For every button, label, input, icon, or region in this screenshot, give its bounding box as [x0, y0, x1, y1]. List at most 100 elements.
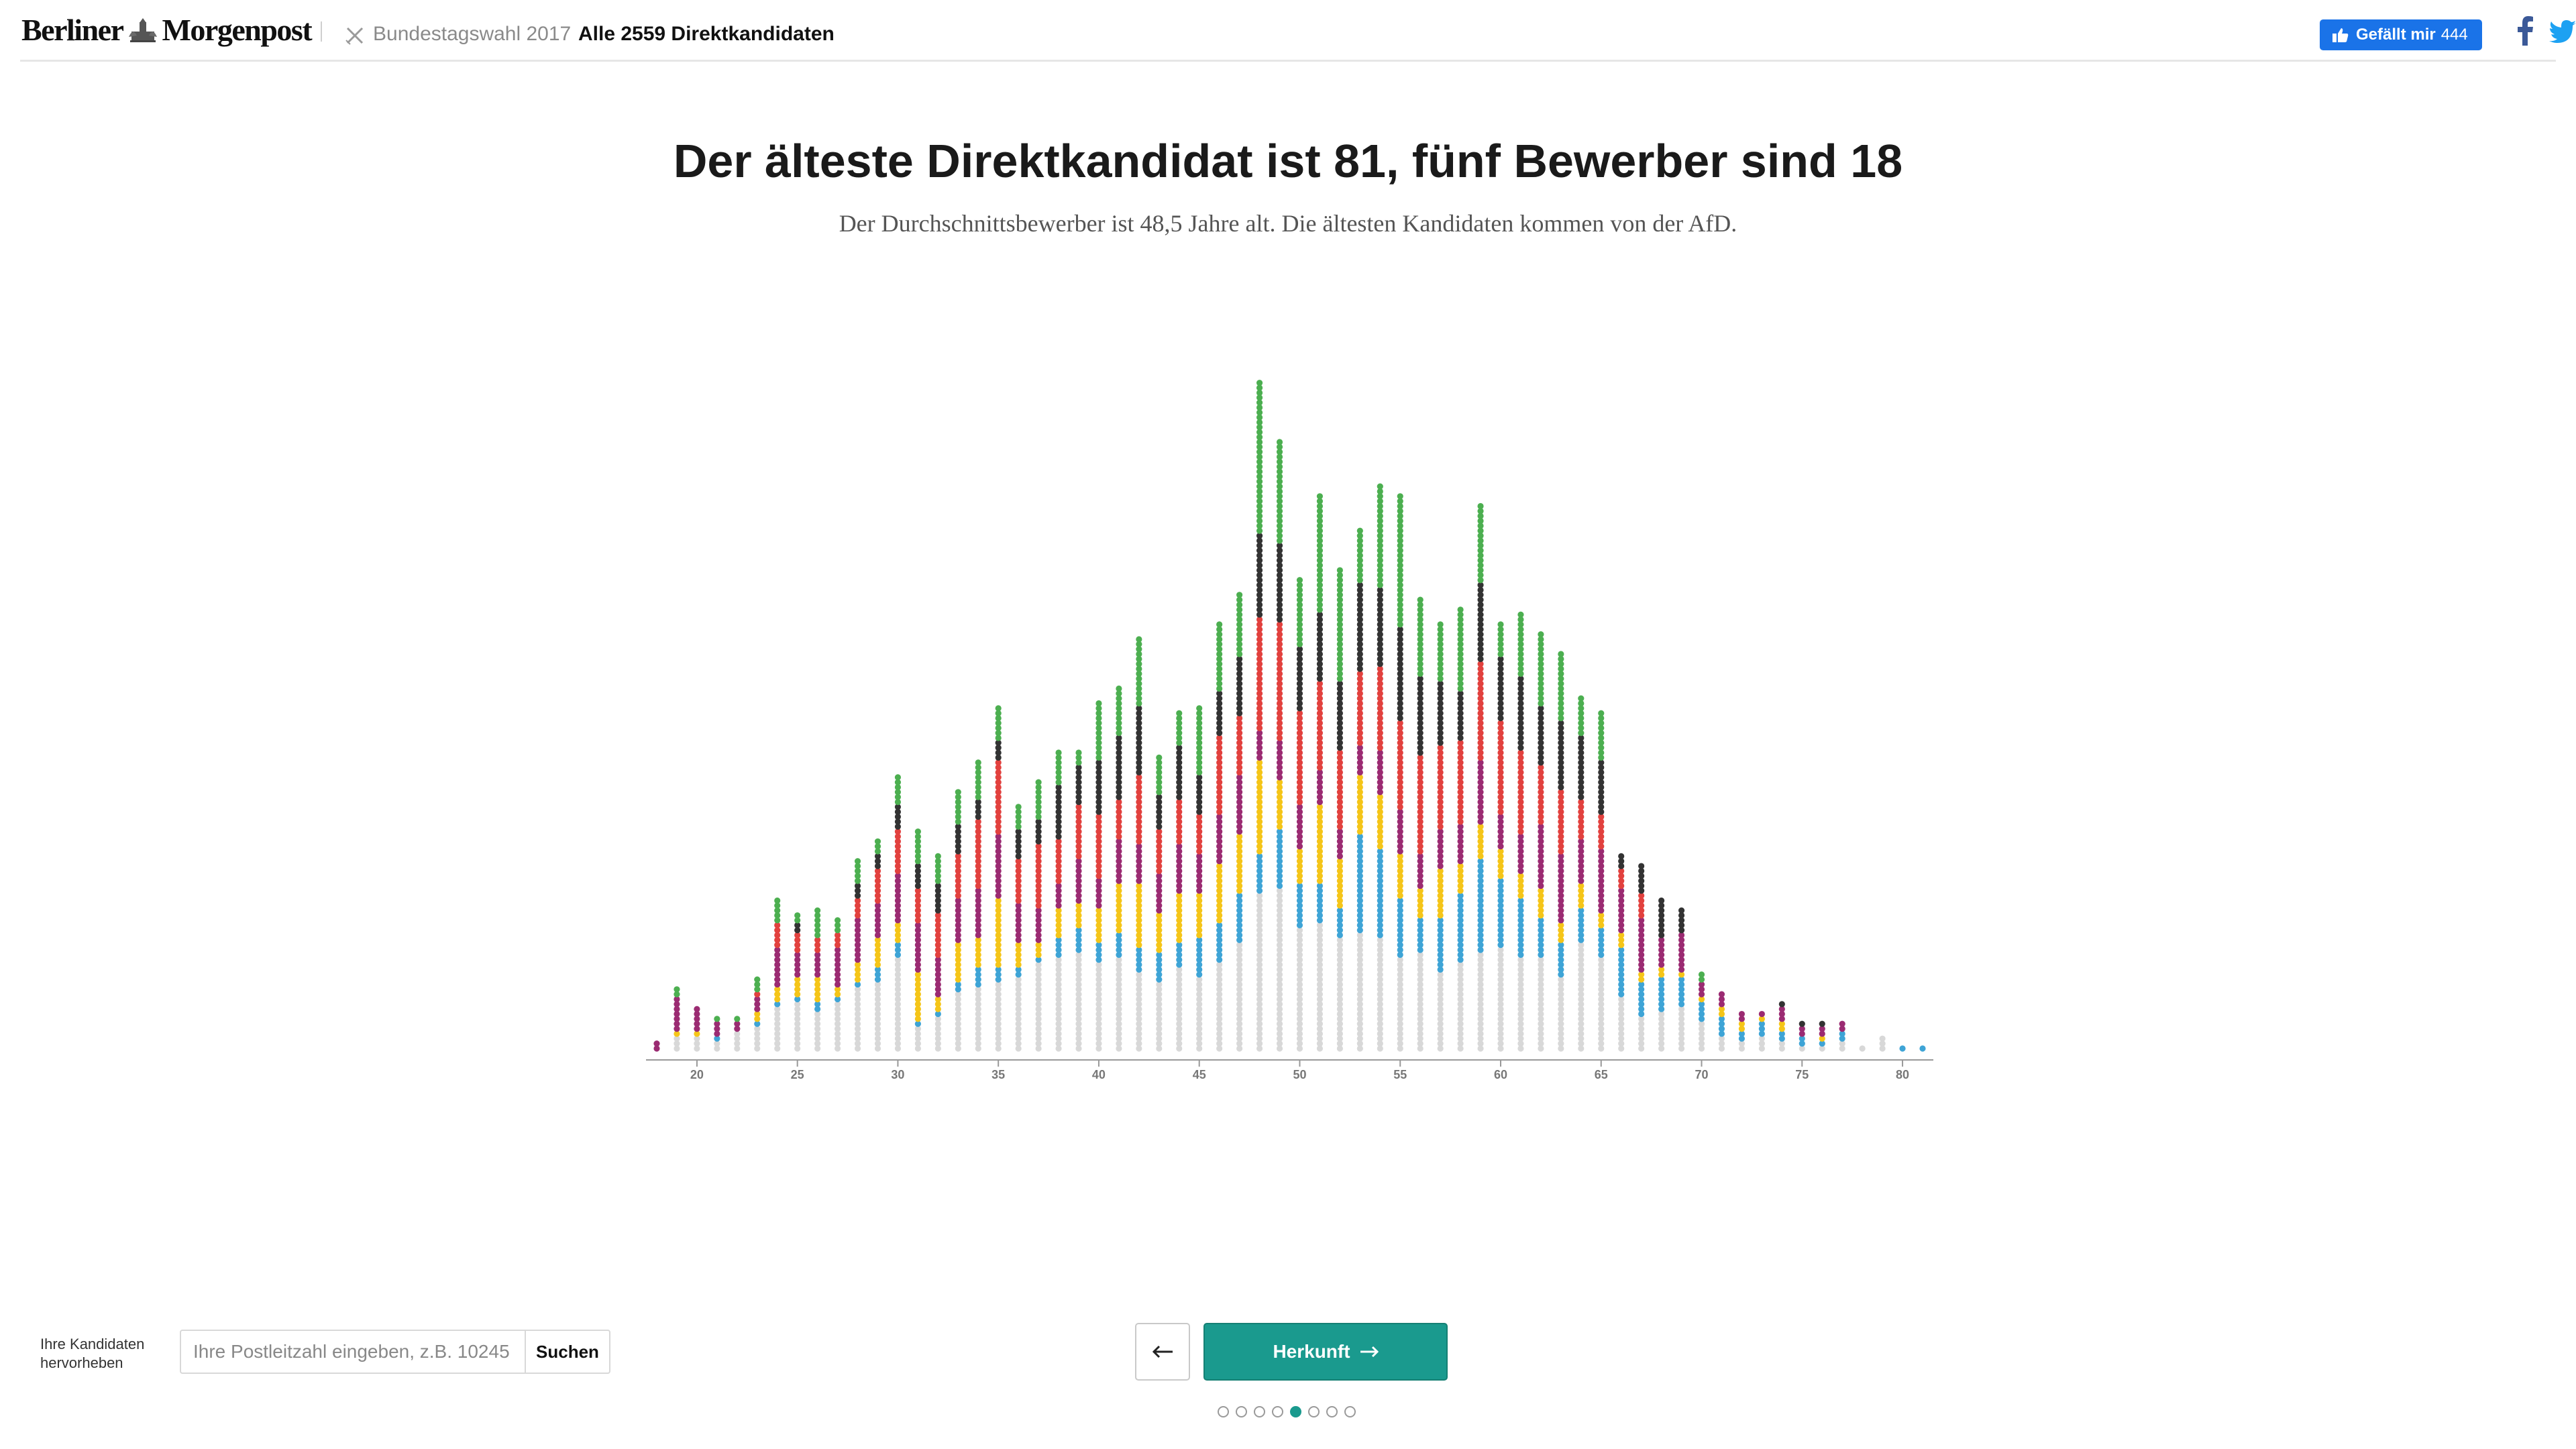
- candidate-dot-cdu[interactable]: [1477, 601, 1484, 608]
- candidate-dot-cdu[interactable]: [934, 882, 941, 890]
- candidate-dot-other[interactable]: [975, 1010, 981, 1018]
- candidate-dot-spd[interactable]: [1517, 808, 1524, 815]
- candidate-dot-afd[interactable]: [1417, 927, 1424, 934]
- candidate-dot-cdu[interactable]: [1578, 779, 1585, 786]
- candidate-dot-other[interactable]: [1216, 1016, 1223, 1022]
- candidate-dot-other[interactable]: [1417, 961, 1424, 968]
- candidate-dot-spd[interactable]: [1136, 818, 1142, 825]
- candidate-dot-linke[interactable]: [1116, 877, 1122, 884]
- candidate-dot-cdu[interactable]: [1296, 705, 1303, 712]
- candidate-dot-linke[interactable]: [1176, 843, 1183, 850]
- candidate-dot-cdu[interactable]: [1276, 557, 1283, 564]
- candidate-dot-cdu[interactable]: [1336, 705, 1343, 712]
- candidate-dot-other[interactable]: [1417, 971, 1424, 978]
- candidate-dot-gruene[interactable]: [914, 838, 921, 845]
- candidate-dot-linke[interactable]: [1598, 888, 1605, 894]
- candidate-dot-gruene[interactable]: [854, 877, 861, 884]
- candidate-dot-fdp[interactable]: [1256, 779, 1263, 786]
- candidate-dot-linke[interactable]: [1015, 927, 1022, 934]
- candidate-dot-cdu[interactable]: [1075, 794, 1082, 800]
- candidate-dot-cdu[interactable]: [1336, 735, 1343, 741]
- candidate-dot-other[interactable]: [794, 1006, 801, 1012]
- candidate-dot-cdu[interactable]: [1296, 680, 1303, 687]
- candidate-dot-cdu[interactable]: [1136, 730, 1142, 737]
- candidate-dot-fdp[interactable]: [1176, 932, 1183, 938]
- candidate-dot-spd[interactable]: [1256, 636, 1263, 643]
- candidate-dot-fdp[interactable]: [1216, 888, 1223, 894]
- candidate-dot-other[interactable]: [1397, 1020, 1403, 1027]
- candidate-dot-spd[interactable]: [894, 853, 902, 859]
- candidate-dot-other[interactable]: [1377, 966, 1383, 973]
- candidate-dot-spd[interactable]: [1497, 789, 1504, 796]
- candidate-dot-other[interactable]: [1578, 957, 1585, 963]
- candidate-dot-other[interactable]: [1538, 1040, 1544, 1047]
- candidate-dot-cdu[interactable]: [1578, 789, 1585, 796]
- candidate-dot-afd[interactable]: [1578, 912, 1585, 919]
- candidate-dot-other[interactable]: [814, 1035, 821, 1042]
- candidate-dot-cdu[interactable]: [1216, 720, 1223, 727]
- candidate-dot-afd[interactable]: [1658, 996, 1665, 1003]
- candidate-dot-linke[interactable]: [854, 936, 861, 943]
- candidate-dot-fdp[interactable]: [1136, 882, 1142, 890]
- candidate-dot-linke[interactable]: [1517, 867, 1524, 874]
- candidate-dot-spd[interactable]: [1356, 705, 1363, 712]
- candidate-dot-afd[interactable]: [1598, 942, 1605, 949]
- candidate-dot-afd[interactable]: [714, 1035, 720, 1042]
- candidate-dot-other[interactable]: [894, 1020, 902, 1027]
- candidate-dot-other[interactable]: [1116, 1001, 1122, 1008]
- candidate-dot-gruene[interactable]: [1437, 631, 1444, 638]
- candidate-dot-spd[interactable]: [1437, 823, 1444, 830]
- candidate-dot-gruene[interactable]: [914, 858, 921, 865]
- candidate-dot-gruene[interactable]: [1316, 562, 1324, 569]
- candidate-dot-gruene[interactable]: [1015, 804, 1022, 810]
- candidate-dot-cdu[interactable]: [1497, 685, 1504, 692]
- candidate-dot-linke[interactable]: [794, 957, 801, 963]
- candidate-dot-spd[interactable]: [1136, 823, 1142, 830]
- candidate-dot-cdu[interactable]: [1116, 739, 1122, 746]
- candidate-dot-gruene[interactable]: [834, 922, 841, 928]
- candidate-dot-linke[interactable]: [694, 1020, 700, 1027]
- candidate-dot-afd[interactable]: [1377, 853, 1383, 859]
- candidate-dot-linke[interactable]: [1236, 779, 1243, 786]
- candidate-dot-gruene[interactable]: [1477, 513, 1484, 519]
- candidate-dot-gruene[interactable]: [1196, 730, 1203, 737]
- candidate-dot-other[interactable]: [995, 1001, 1002, 1008]
- candidate-dot-other[interactable]: [854, 1026, 861, 1032]
- candidate-dot-gruene[interactable]: [1256, 404, 1263, 411]
- candidate-dot-linke[interactable]: [1176, 888, 1183, 894]
- candidate-dot-other[interactable]: [1517, 966, 1524, 973]
- candidate-dot-afd[interactable]: [1598, 951, 1605, 958]
- candidate-dot-spd[interactable]: [1377, 680, 1383, 687]
- candidate-dot-spd[interactable]: [1538, 818, 1544, 825]
- candidate-dot-spd[interactable]: [1196, 833, 1203, 840]
- candidate-dot-gruene[interactable]: [1356, 557, 1363, 564]
- candidate-dot-gruene[interactable]: [1598, 739, 1605, 746]
- candidate-dot-afd[interactable]: [1437, 961, 1444, 968]
- candidate-dot-other[interactable]: [975, 986, 981, 993]
- candidate-dot-spd[interactable]: [1316, 730, 1324, 737]
- candidate-dot-other[interactable]: [1477, 1040, 1484, 1047]
- candidate-dot-afd[interactable]: [1256, 858, 1263, 865]
- candidate-dot-afd[interactable]: [1136, 961, 1142, 968]
- candidate-dot-spd[interactable]: [1477, 670, 1484, 678]
- candidate-dot-linke[interactable]: [1638, 961, 1645, 968]
- candidate-dot-fdp[interactable]: [955, 942, 961, 949]
- candidate-dot-other[interactable]: [1236, 1016, 1243, 1022]
- candidate-dot-afd[interactable]: [1477, 892, 1484, 899]
- candidate-dot-other[interactable]: [1216, 1030, 1223, 1037]
- candidate-dot-cdu[interactable]: [1336, 700, 1343, 707]
- candidate-dot-fdp[interactable]: [1035, 947, 1042, 953]
- candidate-dot-other[interactable]: [1216, 971, 1223, 978]
- candidate-dot-gruene[interactable]: [1336, 592, 1343, 598]
- candidate-dot-cdu[interactable]: [1538, 714, 1544, 722]
- candidate-dot-linke[interactable]: [1819, 1026, 1825, 1032]
- candidate-dot-afd[interactable]: [1136, 966, 1142, 973]
- candidate-dot-cdu[interactable]: [894, 813, 902, 820]
- candidate-dot-linke[interactable]: [1236, 789, 1243, 796]
- candidate-dot-linke[interactable]: [1377, 789, 1383, 796]
- candidate-dot-other[interactable]: [1156, 1016, 1163, 1022]
- candidate-dot-cdu[interactable]: [1437, 724, 1444, 731]
- candidate-dot-spd[interactable]: [1276, 670, 1283, 678]
- candidate-dot-other[interactable]: [1477, 1020, 1484, 1027]
- candidate-dot-gruene[interactable]: [1035, 779, 1042, 786]
